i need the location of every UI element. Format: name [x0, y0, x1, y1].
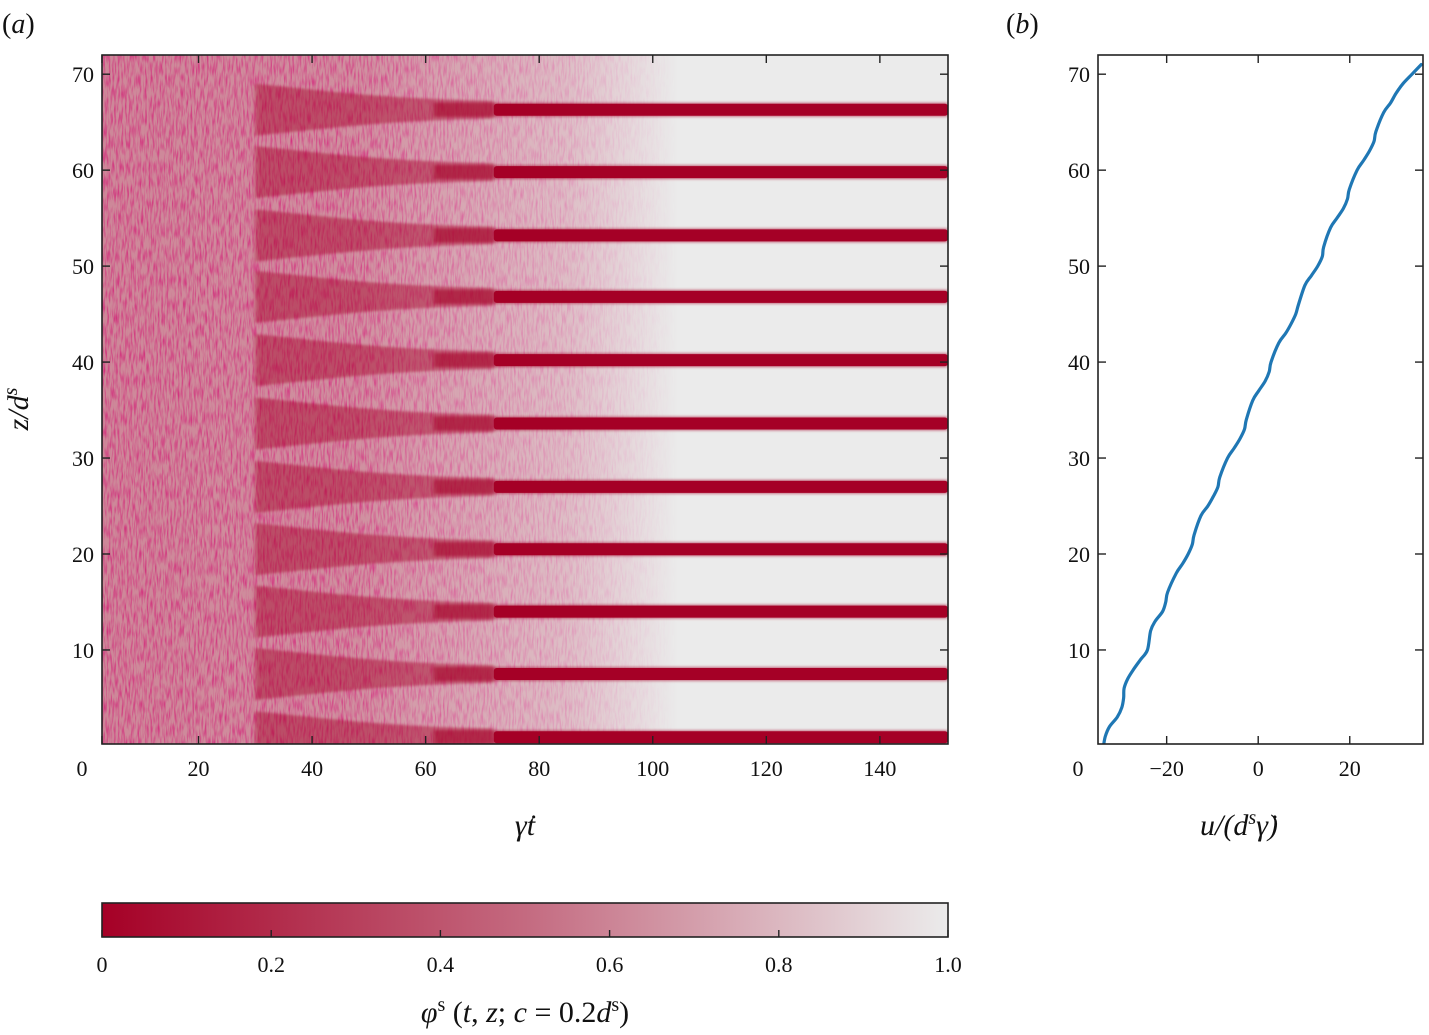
stripe-band	[493, 667, 948, 680]
x-tick-label: 20	[188, 756, 210, 781]
x-tick-label: 0	[1253, 756, 1264, 781]
x-tick-label: 20	[1339, 756, 1361, 781]
stripe-band	[493, 417, 948, 430]
panel-b: (b) −20 0 20 0 10 20 30 40 50 60 70 u/(dsγ̇)	[1006, 9, 1424, 842]
x-tick-label: 120	[750, 756, 783, 781]
colorbar-label-part: ;	[498, 996, 514, 1029]
corner-tick-label: 0	[1073, 756, 1084, 781]
colorbar-label-part: = 0.2	[527, 996, 596, 1029]
stripe-formation	[255, 523, 494, 576]
colorbar-label-part: (	[445, 996, 463, 1029]
stripe-band	[493, 166, 948, 179]
stripe-band	[493, 290, 948, 303]
y-tick-label: 10	[72, 638, 94, 663]
colorbar-label-part: s	[611, 994, 619, 1016]
y-tick-label: 10	[1068, 638, 1090, 663]
y-tick-label: 70	[72, 62, 94, 87]
stripe-formation	[255, 647, 494, 700]
y-tick-label: 70	[1068, 62, 1090, 87]
mixed-noise	[102, 55, 948, 744]
velocity-profile-xlabel: u/(dsγ̇)	[1200, 807, 1278, 842]
heatmap-xlabel: γ̇t	[515, 809, 536, 842]
colorbar-ticks: 0 0.2 0.4 0.6 0.8 1.0	[97, 930, 962, 977]
y-tick-label: 60	[1068, 158, 1090, 183]
stripe-formation	[255, 146, 494, 199]
panel-b-label: (b)	[1006, 9, 1039, 40]
stripe-band	[493, 731, 948, 744]
colorbar-tick-label: 0.8	[765, 952, 793, 977]
stripe-formation	[255, 209, 494, 262]
x-tick-label: 40	[301, 756, 323, 781]
stripe-formation	[255, 397, 494, 450]
colorbar-tick-label: 0.4	[427, 952, 455, 977]
panel-a-label: (a)	[2, 9, 35, 40]
stripe-10	[255, 146, 948, 199]
colorbar-label-part: )	[619, 996, 629, 1029]
stripe-band	[493, 605, 948, 618]
y-tick-label: 50	[72, 254, 94, 279]
colorbar-label-part: ,	[471, 996, 486, 1029]
stripe-4	[255, 523, 948, 576]
colorbar-tick-label: 0.6	[596, 952, 624, 977]
x-tick-label: 100	[636, 756, 669, 781]
stripe-9	[255, 209, 948, 262]
x-tick-label: 140	[863, 756, 896, 781]
x-tick-label: 0	[77, 756, 88, 781]
stripe-6	[255, 397, 948, 450]
y-tick-label: 20	[72, 542, 94, 567]
stripe-band	[493, 543, 948, 556]
heatmap-ylabel: z/ds	[0, 387, 35, 431]
colorbar-tick-label: 1.0	[934, 952, 962, 977]
y-tick-label: 40	[72, 350, 94, 375]
panel-a: (a) 0 20 40 60 80 100 120 140 10 20 30 40 50 60 70 γ̇t…	[0, 9, 949, 842]
colorbar: 0 0.2 0.4 0.6 0.8 1.0 φs (t, z; c = 0.2ds)	[97, 902, 962, 1029]
colorbar-tick-label: 0	[97, 952, 108, 977]
colorbar-label-part: t	[463, 996, 472, 1029]
stripe-band	[493, 229, 948, 242]
velocity-profile-line	[1102, 62, 1423, 744]
stripe-band	[493, 103, 948, 116]
panel-a-letter: a	[11, 9, 25, 40]
colorbar-label: φs (t, z; c = 0.2ds)	[421, 994, 629, 1029]
x-tick-label: 80	[528, 756, 550, 781]
stripe-11	[255, 83, 948, 136]
y-tick-label: 30	[1068, 446, 1090, 471]
stripe-formation	[255, 460, 494, 513]
x-tick-label: −20	[1149, 756, 1183, 781]
y-tick-label: 40	[1068, 350, 1090, 375]
stripe-formation	[255, 83, 494, 136]
heatmap-ticks: 0 20 40 60 80 100 120 140 10 20 30 40 50 60 70	[72, 55, 948, 781]
y-tick-label: 20	[1068, 542, 1090, 567]
stripe-2	[255, 647, 948, 700]
stripe-band	[493, 354, 948, 367]
stripe-formation	[255, 334, 494, 387]
colorbar-label-part: φ	[421, 996, 438, 1029]
velocity-profile-frame	[1097, 54, 1424, 745]
velocity-profile-plot	[1102, 62, 1423, 744]
y-tick-label: 50	[1068, 254, 1090, 279]
stripe-8	[255, 270, 948, 323]
colorbar-label-part: s	[437, 994, 445, 1016]
stripe-band	[493, 480, 948, 493]
heatmap-frame	[101, 54, 949, 745]
y-tick-label: 60	[72, 158, 94, 183]
panel-b-letter: b	[1015, 9, 1029, 40]
colorbar-label-part: c	[514, 996, 527, 1029]
colorbar-label-part: d	[596, 996, 612, 1029]
velocity-profile-ticks: −20 0 20 0 10 20 30 40 50 60 70	[1068, 55, 1423, 781]
stripe-formation	[255, 270, 494, 323]
x-tick-label: 60	[415, 756, 437, 781]
stripe-formation	[255, 585, 494, 638]
colorbar-tick-label: 0.2	[257, 952, 285, 977]
stripe-1	[255, 711, 948, 744]
stripe-7	[255, 334, 948, 387]
y-tick-label: 30	[72, 446, 94, 471]
stripe-5	[255, 460, 948, 513]
colorbar-gradient	[101, 902, 949, 938]
heatmap-area	[102, 55, 948, 744]
heatmap-mixed-region	[102, 55, 948, 744]
stripe-3	[255, 585, 948, 638]
colorbar-label-part: z	[485, 996, 498, 1029]
